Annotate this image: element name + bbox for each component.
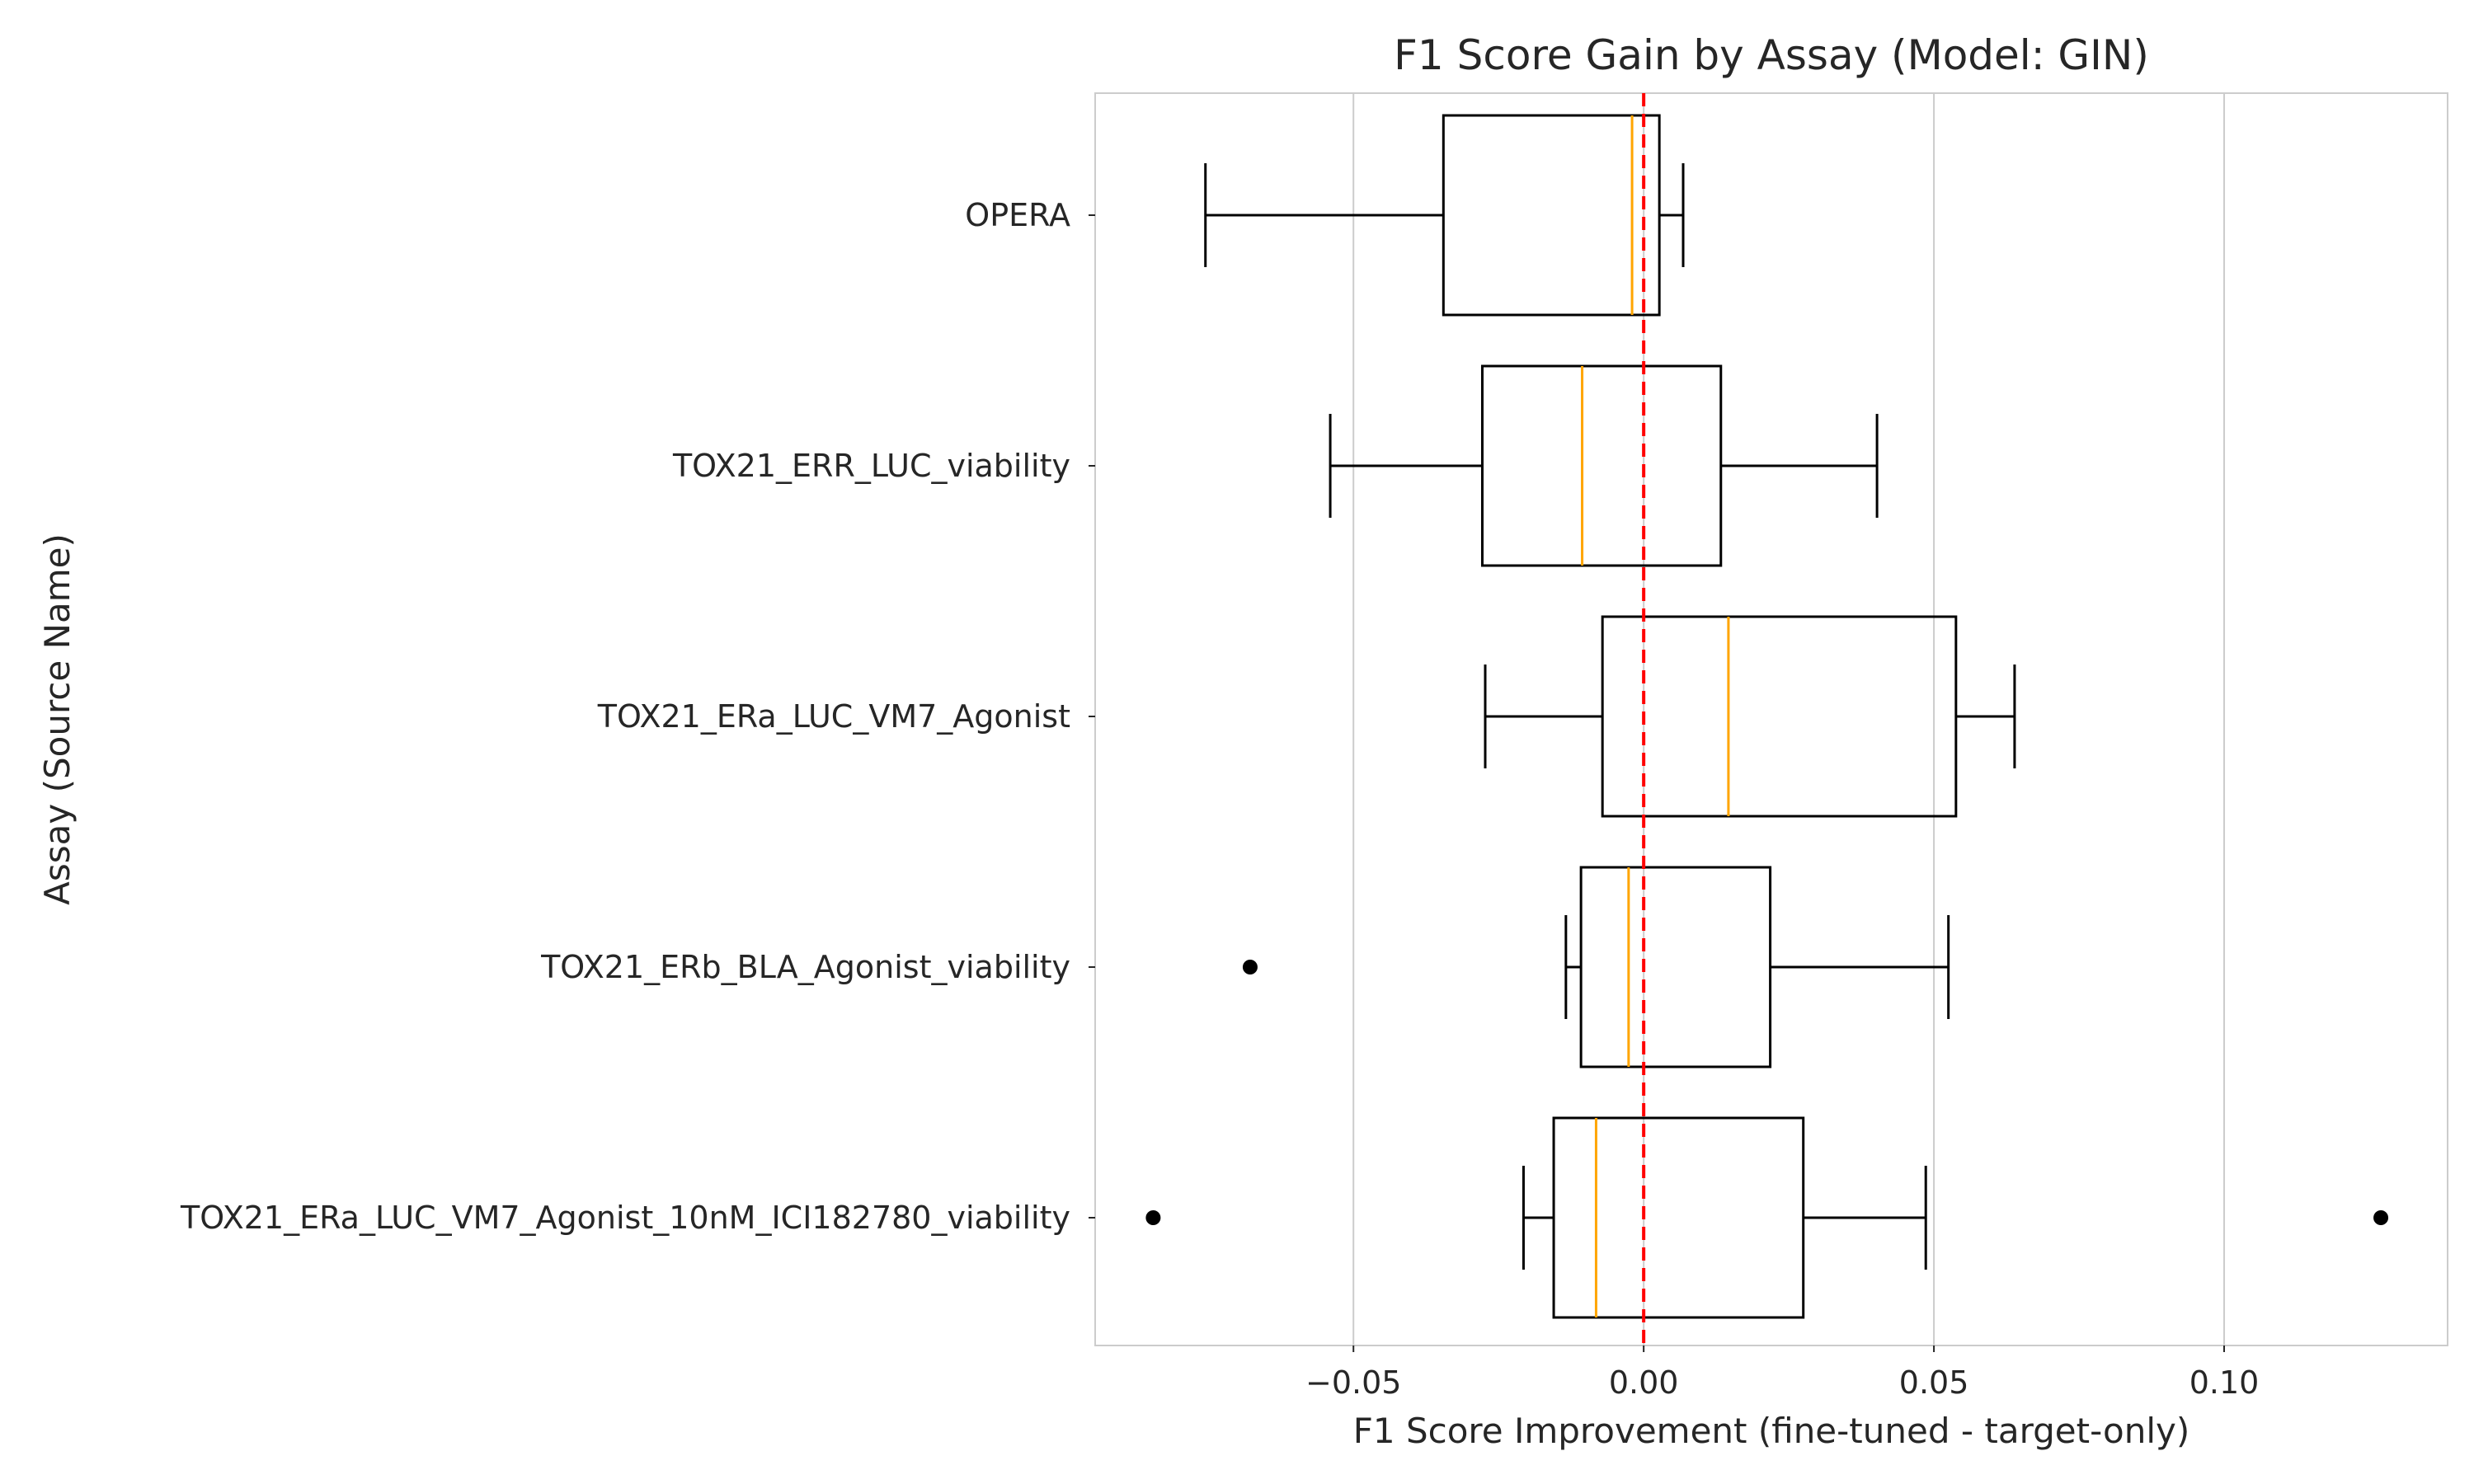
y-axis-ticks: OPERA TOX21_ERR_LUC_viability TOX21_ERa_LU… <box>180 197 1095 1236</box>
iqr-box <box>1579 866 1772 1068</box>
y-tick-label: TOX21_ERa_LUC_VM7_Agonist_10nM_ICI182780… <box>180 1200 1070 1236</box>
x-axis-ticks: −0.05 0.00 0.05 0.10 <box>1305 1345 2259 1401</box>
iqr-box <box>1442 114 1661 317</box>
chart-title: F1 Score Gain by Assay (Model: GIN) <box>1394 31 2149 79</box>
x-tick-label: 0.05 <box>1899 1364 1969 1401</box>
outlier-point <box>1145 1210 1161 1225</box>
iqr-box <box>1480 364 1723 567</box>
box-group <box>1484 615 2016 818</box>
iqr-box <box>1552 1116 1805 1319</box>
x-tick-label: −0.05 <box>1305 1364 1401 1401</box>
y-axis-label: Assay (Source Name) <box>37 533 78 905</box>
y-tick-label: TOX21_ERa_LUC_VM7_Agonist <box>597 698 1070 735</box>
outlier-point <box>1242 960 1258 974</box>
box-group <box>1204 114 1685 317</box>
box-series <box>1145 114 2389 1319</box>
box-group <box>1242 866 1950 1068</box>
x-tick-label: 0.00 <box>1609 1364 1679 1401</box>
outlier-point <box>2373 1210 2389 1225</box>
plot-frame <box>1094 92 2448 1346</box>
y-tick-label: TOX21_ERb_BLA_Agonist_viability <box>540 949 1070 985</box>
iqr-box <box>1601 615 1958 818</box>
box-group <box>1329 364 1879 567</box>
x-axis-label: F1 Score Improvement (fine-tuned - targe… <box>1353 1411 2189 1451</box>
x-tick-label: 0.10 <box>2189 1364 2260 1401</box>
box-group <box>1145 1116 2389 1319</box>
y-tick-label: OPERA <box>965 197 1070 233</box>
y-tick-label: TOX21_ERR_LUC_viability <box>672 448 1070 484</box>
